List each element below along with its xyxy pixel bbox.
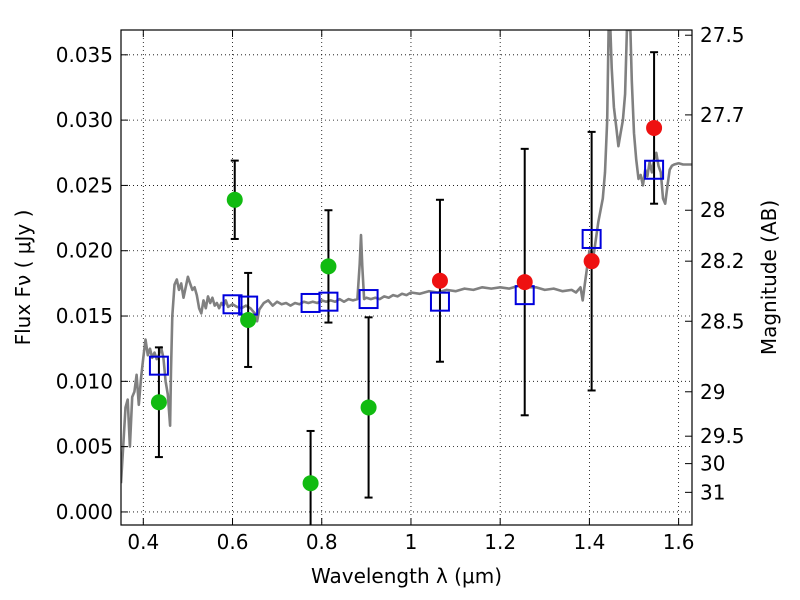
y2-tick-label: 31 <box>700 480 725 504</box>
y-tick-label: 0.020 <box>56 239 113 263</box>
error-bars <box>154 51 659 525</box>
x-tick-label: 1 <box>405 530 418 554</box>
model-square-marker <box>148 355 169 376</box>
y2-tick-label: 27.7 <box>700 103 745 127</box>
y-tick-label: 0.010 <box>56 369 113 393</box>
model-square-marker <box>644 159 665 180</box>
grid <box>121 30 692 525</box>
x-tick-label: 1.2 <box>484 530 516 554</box>
x-axis-title: Wavelength λ (μm) <box>311 564 502 588</box>
ticks <box>121 30 692 525</box>
y2-axis-title: Magnitude (AB) <box>757 200 781 355</box>
y2-tick-label: 28 <box>700 198 725 222</box>
y-axis-title: Flux Fν ( μJy ) <box>11 210 35 346</box>
y2-tick-label: 28.5 <box>700 309 745 333</box>
red-data-point <box>583 253 600 270</box>
model-spectrum <box>121 30 692 484</box>
y2-tick-label: 30 <box>700 452 725 476</box>
y2-tick-label: 28.2 <box>700 249 745 273</box>
x-tick-label: 0.4 <box>127 530 159 554</box>
model-photometry-squares <box>148 159 665 376</box>
x-tick-label: 0.6 <box>217 530 249 554</box>
y-tick-label: 0.005 <box>56 435 113 459</box>
y-tick-label: 0.000 <box>56 500 113 524</box>
plot-frame <box>120 29 693 526</box>
green-data-point <box>320 258 337 275</box>
model-square-marker <box>358 289 379 310</box>
x-tick-label: 1.6 <box>663 530 695 554</box>
green-data-point <box>240 311 257 328</box>
model-square-marker <box>429 291 450 312</box>
y-tick-label: 0.035 <box>56 43 113 67</box>
y2-tick-label: 27.5 <box>700 23 745 47</box>
red-data-point <box>646 119 663 136</box>
red-data-point <box>516 274 533 291</box>
y2-tick-label: 29.5 <box>700 424 745 448</box>
green-data-point <box>150 394 167 411</box>
red-data-point <box>431 272 448 289</box>
green-data-point <box>226 191 243 208</box>
x-tick-label: 0.8 <box>306 530 338 554</box>
observed-photometry-points <box>150 119 663 492</box>
model-square-marker <box>222 294 243 315</box>
y-tick-label: 0.025 <box>56 173 113 197</box>
model-square-marker <box>581 228 602 249</box>
y-tick-label: 0.030 <box>56 108 113 132</box>
x-tick-label: 1.4 <box>573 530 605 554</box>
tick-labels: 0.4 0.6 0.8 1 1.2 1.4 1.6 0.000 0.005 0.010 0.015 0… <box>56 23 745 554</box>
y-tick-label: 0.015 <box>56 304 113 328</box>
green-data-point <box>302 475 319 492</box>
y2-tick-label: 29 <box>700 380 725 404</box>
spectrum-line <box>121 30 692 484</box>
green-data-point <box>360 399 377 416</box>
model-square-marker <box>318 291 339 312</box>
